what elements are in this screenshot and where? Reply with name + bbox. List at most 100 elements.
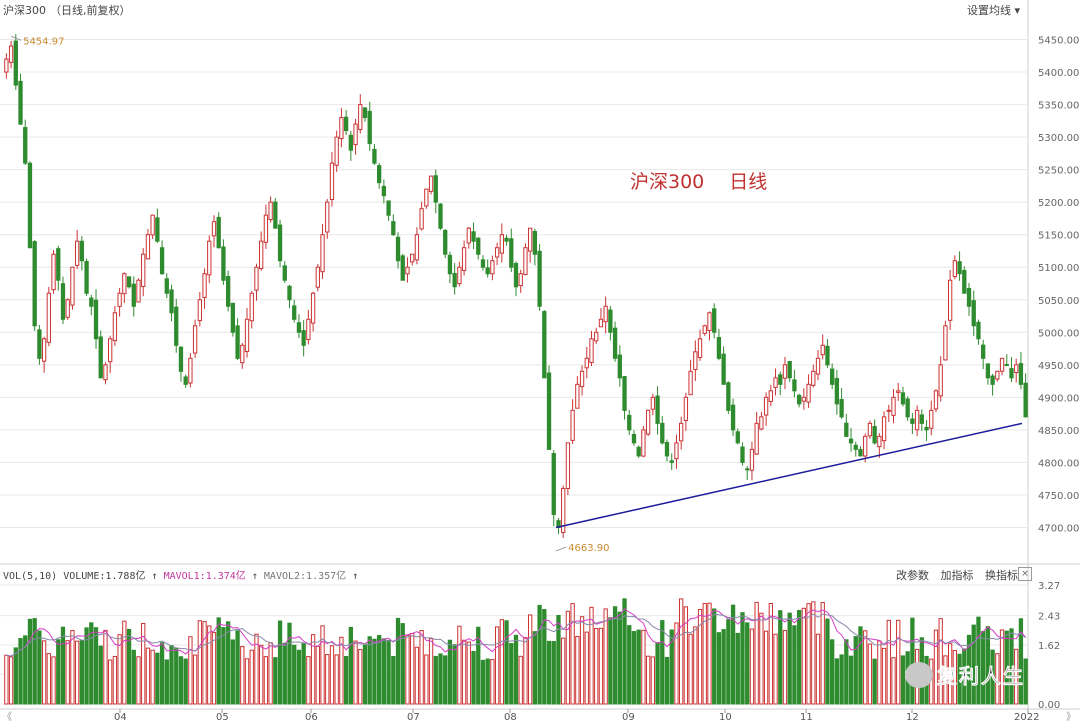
candle bbox=[966, 288, 972, 307]
volume-bar bbox=[598, 627, 604, 705]
candle bbox=[372, 148, 377, 164]
candle bbox=[858, 449, 863, 457]
candle bbox=[575, 383, 580, 409]
candle bbox=[962, 269, 967, 294]
volume-bar bbox=[150, 649, 155, 705]
volume-bar bbox=[46, 653, 51, 705]
candle bbox=[145, 234, 151, 260]
volume-bar bbox=[405, 634, 410, 705]
volume-bar bbox=[51, 656, 56, 705]
candle bbox=[947, 279, 953, 321]
y-tick-label: 4700.00 bbox=[1038, 523, 1079, 534]
volume-bar bbox=[660, 620, 665, 705]
volume-bar bbox=[103, 629, 108, 705]
x-tick-label: 07 bbox=[407, 712, 420, 722]
close-icon[interactable]: × bbox=[1018, 567, 1032, 581]
volume-bar bbox=[141, 623, 146, 705]
candle bbox=[65, 299, 70, 318]
volume-bar bbox=[254, 633, 259, 705]
candle bbox=[377, 165, 382, 184]
candle bbox=[759, 416, 764, 430]
candle bbox=[693, 351, 698, 371]
volume-bar bbox=[532, 631, 538, 705]
change-params-button[interactable]: 改参数 bbox=[896, 569, 929, 582]
volume-bar bbox=[617, 611, 622, 705]
watermark-text: 复利人生 bbox=[937, 664, 1025, 689]
volume-bar bbox=[556, 614, 561, 705]
volume-controls: 改参数 加指标 换指标 bbox=[888, 567, 1018, 583]
mavol2-line bbox=[6, 613, 1026, 657]
candle bbox=[782, 364, 788, 379]
candle bbox=[457, 266, 462, 285]
candle bbox=[485, 267, 490, 275]
volume-bar bbox=[896, 619, 901, 705]
volume-bar bbox=[570, 603, 575, 705]
candle bbox=[277, 224, 283, 262]
candle bbox=[414, 234, 420, 261]
volume-bar bbox=[787, 612, 792, 705]
candle bbox=[207, 240, 212, 276]
arrow-up-icon: ↑ bbox=[251, 571, 258, 582]
candle bbox=[754, 422, 759, 455]
volume-bar bbox=[461, 639, 467, 705]
candle bbox=[546, 372, 552, 450]
candle bbox=[353, 123, 358, 146]
candle bbox=[957, 261, 962, 275]
scroll-left-icon: 《 bbox=[2, 711, 12, 722]
candle bbox=[627, 414, 632, 431]
volume-bar bbox=[886, 619, 891, 705]
candle bbox=[112, 312, 118, 342]
volume-bar bbox=[339, 636, 344, 705]
candle bbox=[329, 162, 335, 200]
candle bbox=[712, 308, 717, 333]
volume-bar bbox=[603, 608, 608, 705]
volume-bar bbox=[395, 617, 401, 705]
volume-bar bbox=[664, 656, 670, 705]
volume-bar bbox=[452, 644, 457, 705]
candle bbox=[79, 240, 85, 262]
volume-bar bbox=[287, 622, 292, 705]
volume-bar bbox=[990, 649, 995, 705]
volume-bar bbox=[4, 654, 9, 705]
y-tick-label: 4850.00 bbox=[1038, 426, 1079, 437]
candle bbox=[56, 248, 61, 281]
volume-bar bbox=[740, 612, 745, 705]
volume-bar bbox=[612, 606, 618, 705]
add-indicator-button[interactable]: 加指标 bbox=[940, 569, 974, 582]
candle bbox=[169, 289, 174, 314]
volume-bar bbox=[669, 629, 674, 705]
candle bbox=[877, 435, 882, 448]
volume-bar bbox=[79, 640, 85, 705]
candle bbox=[476, 237, 481, 255]
volume-bar bbox=[296, 649, 302, 705]
volume-bar bbox=[759, 612, 764, 705]
volume-bar bbox=[938, 618, 943, 705]
candle bbox=[282, 265, 287, 281]
candle bbox=[268, 201, 273, 221]
volume-bar bbox=[820, 602, 825, 705]
volume-bar bbox=[518, 655, 523, 705]
y-tick-label: 5250.00 bbox=[1038, 166, 1079, 177]
volume-bar bbox=[259, 644, 264, 705]
volume-bar bbox=[65, 640, 70, 705]
candle bbox=[461, 247, 467, 271]
volume-bar bbox=[966, 634, 972, 705]
candle bbox=[122, 273, 127, 295]
candle bbox=[348, 134, 353, 151]
candle bbox=[674, 442, 679, 460]
candle bbox=[702, 325, 707, 334]
candle bbox=[844, 422, 849, 437]
switch-indicator-button[interactable]: 换指标 bbox=[985, 569, 1018, 582]
volume-bar bbox=[117, 634, 122, 705]
candle bbox=[183, 376, 188, 385]
volume-bar bbox=[844, 639, 849, 705]
candle bbox=[89, 297, 94, 307]
volume-bar bbox=[372, 638, 377, 705]
volume-bar bbox=[858, 626, 863, 705]
candle bbox=[51, 253, 56, 291]
volume-bar bbox=[523, 637, 528, 705]
candle bbox=[839, 399, 844, 418]
wechat-icon bbox=[905, 661, 933, 688]
candle bbox=[41, 338, 47, 362]
ma-settings-button[interactable]: 设置均线 ▾ bbox=[967, 2, 1020, 18]
